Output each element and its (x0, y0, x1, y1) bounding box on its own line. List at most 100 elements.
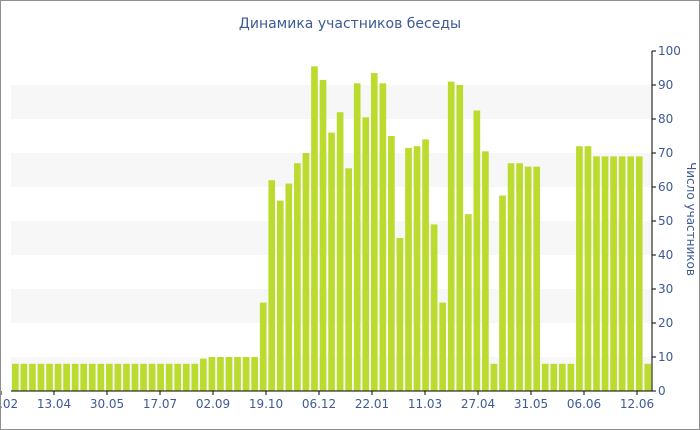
bar (225, 357, 233, 391)
x-tick-label: 30.05 (90, 397, 124, 411)
y-tick-label: 100 (658, 44, 681, 58)
bar (242, 357, 250, 391)
bar (567, 363, 575, 391)
bar (71, 363, 79, 391)
x-tick-label: 06.06 (567, 397, 601, 411)
x-tick-label: 22.01 (355, 397, 389, 411)
bar (576, 146, 583, 391)
bar (430, 224, 438, 391)
bar (635, 156, 643, 391)
bar (439, 302, 446, 391)
bar (268, 180, 276, 391)
bar (311, 66, 318, 392)
bar (456, 85, 464, 391)
bar (294, 163, 301, 391)
y-tick-label: 80 (658, 112, 673, 126)
bar (473, 110, 481, 391)
bar (422, 139, 429, 391)
bar (191, 363, 199, 391)
bar (29, 363, 36, 391)
bar (97, 363, 105, 391)
bar (388, 136, 395, 391)
bar (336, 112, 344, 391)
bar (200, 358, 207, 391)
bar (140, 363, 147, 391)
bar (12, 363, 19, 391)
bar (319, 79, 327, 392)
y-tick-label: 20 (658, 316, 673, 330)
bar (396, 238, 404, 391)
bar (131, 363, 139, 391)
bar (54, 363, 62, 391)
bar (165, 363, 173, 391)
bar (618, 156, 626, 391)
bar (644, 363, 652, 391)
bar (345, 168, 352, 391)
x-tick-label: 17.07 (143, 397, 177, 411)
bar (362, 117, 370, 392)
bar (464, 214, 472, 391)
bar (627, 156, 635, 391)
bar (88, 363, 96, 391)
bar (610, 156, 617, 391)
bar (208, 357, 216, 391)
x-tick-label: 13.04 (37, 397, 71, 411)
y-tick-label: 10 (658, 350, 673, 364)
background-band (11, 85, 652, 119)
bar (379, 83, 387, 392)
bar (507, 163, 515, 391)
bar (353, 83, 361, 392)
y-tick-labels: 0 10 20 30 40 50 60 70 80 90 100 (652, 44, 681, 398)
x-tick-label: 31.05 (514, 397, 548, 411)
bar (80, 363, 88, 391)
x-tick-label: 27.04 (461, 397, 495, 411)
chart-title: Динамика участников беседы (239, 16, 461, 32)
bar (37, 363, 45, 391)
bar (593, 156, 600, 391)
bar (516, 163, 523, 391)
bar (328, 132, 335, 391)
bar (174, 363, 182, 391)
bar (114, 363, 122, 391)
bar (63, 363, 70, 391)
x-tick-labels: 25.02 13.04 30.05 17.07 02.09 19.10 06.12 22.01… (1, 391, 654, 411)
x-tick-label: 06.12 (302, 397, 336, 411)
y-axis-label: Число участников (684, 162, 698, 276)
x-tick-label: 12.06 (620, 397, 654, 411)
bar (251, 357, 258, 391)
bar (499, 195, 506, 391)
y-tick-label: 0 (658, 384, 666, 398)
bar (20, 363, 28, 391)
bar (123, 363, 130, 391)
bar (482, 151, 489, 391)
bar (550, 363, 558, 391)
bar (106, 363, 113, 391)
bar (413, 146, 421, 391)
bar (533, 166, 541, 391)
bar (259, 302, 267, 391)
bar (584, 146, 592, 391)
bar (182, 363, 190, 391)
bar (276, 200, 284, 391)
x-tick-label: 25.02 (1, 397, 18, 411)
bar (558, 363, 566, 391)
bar (370, 73, 378, 391)
y-tick-label: 40 (658, 248, 673, 262)
bar (541, 363, 549, 391)
bar (234, 357, 241, 391)
x-tick-label: 11.03 (408, 397, 442, 411)
x-tick-label: 19.10 (249, 397, 283, 411)
y-tick-label: 70 (658, 146, 673, 160)
bar (217, 357, 224, 391)
y-tick-label: 60 (658, 180, 673, 194)
bar-series (12, 66, 652, 392)
y-tick-label: 90 (658, 78, 673, 92)
bar (601, 156, 609, 391)
bar (46, 363, 53, 391)
y-tick-label: 50 (658, 214, 673, 228)
bar (302, 153, 310, 391)
bar (157, 363, 164, 391)
y-tick-label: 30 (658, 282, 673, 296)
